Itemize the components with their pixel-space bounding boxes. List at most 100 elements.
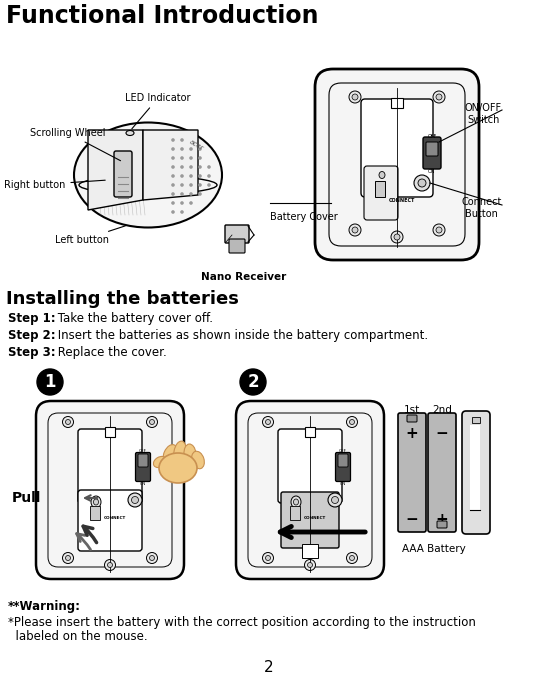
- Circle shape: [180, 147, 184, 151]
- Text: 1st: 1st: [404, 405, 420, 415]
- Ellipse shape: [379, 172, 385, 178]
- Circle shape: [66, 419, 70, 424]
- Text: 2: 2: [264, 661, 274, 676]
- FancyBboxPatch shape: [364, 166, 398, 220]
- Text: −: −: [406, 513, 419, 528]
- Ellipse shape: [192, 452, 204, 469]
- FancyBboxPatch shape: [78, 490, 142, 551]
- Text: Left button: Left button: [55, 226, 125, 245]
- FancyBboxPatch shape: [114, 151, 132, 197]
- Circle shape: [104, 560, 116, 571]
- Circle shape: [346, 417, 357, 428]
- Circle shape: [352, 94, 358, 100]
- Circle shape: [180, 210, 184, 214]
- Circle shape: [346, 552, 357, 563]
- Ellipse shape: [159, 453, 197, 483]
- Text: LED Indicator: LED Indicator: [125, 93, 191, 129]
- Circle shape: [207, 174, 211, 178]
- Text: Step 2:: Step 2:: [8, 329, 55, 342]
- Circle shape: [189, 165, 193, 169]
- Circle shape: [331, 496, 338, 503]
- Circle shape: [171, 201, 175, 205]
- FancyBboxPatch shape: [278, 429, 342, 503]
- Circle shape: [349, 224, 361, 236]
- Circle shape: [180, 174, 184, 178]
- Circle shape: [198, 183, 202, 187]
- Ellipse shape: [376, 168, 388, 182]
- Circle shape: [171, 192, 175, 196]
- Ellipse shape: [94, 499, 98, 505]
- Circle shape: [349, 91, 361, 103]
- Text: ON: ON: [140, 482, 146, 486]
- Circle shape: [146, 552, 158, 563]
- Circle shape: [180, 138, 184, 142]
- Circle shape: [146, 417, 158, 428]
- Circle shape: [180, 156, 184, 160]
- Ellipse shape: [291, 496, 301, 508]
- Text: Pull: Pull: [12, 491, 41, 505]
- Polygon shape: [88, 130, 143, 210]
- Text: ON: ON: [340, 482, 346, 486]
- Circle shape: [171, 156, 175, 160]
- FancyBboxPatch shape: [225, 225, 249, 243]
- Circle shape: [171, 183, 175, 187]
- Text: Step 1:: Step 1:: [8, 312, 55, 325]
- Text: Insert the batteries as shown inside the battery compartment.: Insert the batteries as shown inside the…: [54, 329, 428, 342]
- Text: Replace the cover.: Replace the cover.: [54, 346, 167, 359]
- Circle shape: [433, 224, 445, 236]
- FancyBboxPatch shape: [426, 142, 438, 156]
- Circle shape: [436, 227, 442, 233]
- Text: acer: acer: [188, 139, 204, 151]
- FancyBboxPatch shape: [236, 401, 384, 579]
- Circle shape: [414, 175, 430, 191]
- Circle shape: [207, 165, 211, 169]
- Circle shape: [189, 147, 193, 151]
- Bar: [305, 427, 315, 437]
- Circle shape: [198, 156, 202, 160]
- FancyBboxPatch shape: [315, 69, 479, 260]
- Circle shape: [308, 563, 313, 567]
- FancyBboxPatch shape: [138, 454, 148, 467]
- Text: Installing the batteries: Installing the batteries: [6, 290, 239, 308]
- Text: *Please insert the battery with the correct position according to the instructio: *Please insert the battery with the corr…: [8, 616, 476, 629]
- Text: Connect
Button: Connect Button: [462, 197, 502, 219]
- Circle shape: [171, 147, 175, 151]
- Polygon shape: [143, 130, 198, 200]
- Circle shape: [150, 556, 154, 560]
- Text: Right button: Right button: [4, 180, 105, 190]
- Bar: [90, 506, 100, 520]
- Circle shape: [189, 174, 193, 178]
- Text: OFF: OFF: [139, 449, 147, 453]
- Circle shape: [189, 183, 193, 187]
- Circle shape: [352, 227, 358, 233]
- FancyBboxPatch shape: [398, 413, 426, 532]
- Circle shape: [418, 179, 426, 187]
- Text: Take the battery cover off.: Take the battery cover off.: [54, 312, 213, 325]
- Text: ON/OFF
Switch: ON/OFF Switch: [465, 103, 502, 125]
- Circle shape: [189, 201, 193, 205]
- Circle shape: [189, 156, 193, 160]
- FancyBboxPatch shape: [78, 429, 142, 503]
- Circle shape: [171, 138, 175, 142]
- FancyBboxPatch shape: [229, 239, 245, 253]
- Text: Step 3:: Step 3:: [8, 346, 55, 359]
- Text: Battery Cover: Battery Cover: [270, 212, 338, 222]
- Bar: [302, 544, 318, 558]
- Bar: [375, 181, 385, 197]
- Ellipse shape: [174, 441, 186, 463]
- Ellipse shape: [163, 445, 177, 463]
- FancyBboxPatch shape: [407, 415, 417, 422]
- Circle shape: [207, 183, 211, 187]
- Circle shape: [180, 183, 184, 187]
- Circle shape: [189, 192, 193, 196]
- Circle shape: [198, 165, 202, 169]
- Circle shape: [265, 556, 271, 560]
- Text: labeled on the mouse.: labeled on the mouse.: [8, 630, 147, 643]
- Circle shape: [66, 556, 70, 560]
- FancyBboxPatch shape: [437, 521, 447, 528]
- Text: OFF: OFF: [339, 449, 347, 453]
- Circle shape: [62, 552, 74, 563]
- FancyBboxPatch shape: [336, 452, 350, 481]
- Text: OFF: OFF: [427, 134, 437, 139]
- Text: Functional Introduction: Functional Introduction: [6, 4, 318, 28]
